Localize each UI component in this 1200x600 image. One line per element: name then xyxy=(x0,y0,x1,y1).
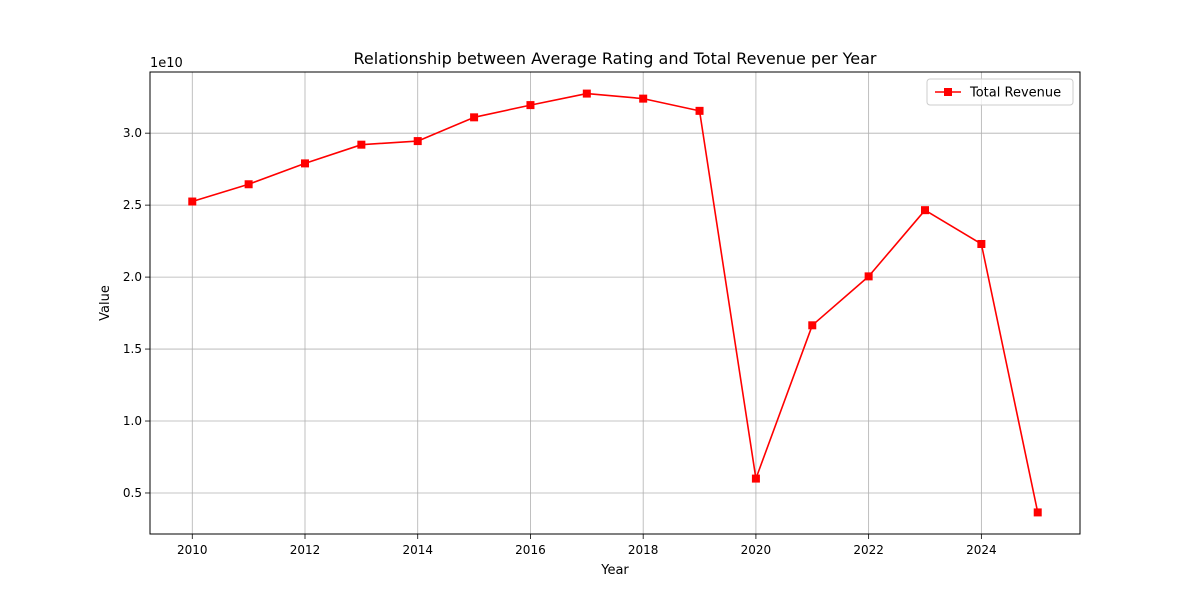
data-point-marker xyxy=(921,206,929,215)
y-axis-offset-label: 1e10 xyxy=(150,56,183,71)
data-point-marker xyxy=(1033,508,1042,517)
x-tick-label: 2018 xyxy=(628,543,659,557)
data-point-marker xyxy=(639,94,648,103)
y-tick-label: 3.0 xyxy=(123,126,142,140)
data-point-marker xyxy=(695,106,704,115)
legend: Total Revenue xyxy=(926,78,1074,106)
data-point-marker xyxy=(470,113,479,122)
data-point-marker xyxy=(977,239,986,248)
legend-marker-sample xyxy=(944,88,952,96)
legend-box xyxy=(926,78,1074,106)
x-tick-label: 2012 xyxy=(290,543,321,557)
x-tick-label: 2020 xyxy=(741,543,772,557)
x-tick-label: 2022 xyxy=(853,543,884,557)
y-tick-label: 1.5 xyxy=(123,342,142,356)
y-tick-label: 2.5 xyxy=(123,198,142,212)
data-point-marker xyxy=(301,159,309,168)
x-axis-label: Year xyxy=(600,563,629,578)
chart-title: Relationship between Average Rating and … xyxy=(354,49,877,68)
y-tick-label: 0.5 xyxy=(123,486,142,500)
series-layer xyxy=(188,89,1042,517)
legend-label: Total Revenue xyxy=(969,86,1061,101)
y-tick-label: 1.0 xyxy=(123,414,142,428)
data-point-marker xyxy=(413,137,422,146)
x-tick-label: 2016 xyxy=(515,543,546,557)
data-point-marker xyxy=(751,474,760,483)
y-tick-label: 2.0 xyxy=(123,270,142,284)
data-point-marker xyxy=(357,140,366,149)
data-point-marker xyxy=(582,89,591,98)
x-tick-label: 2014 xyxy=(402,543,433,557)
data-point-marker xyxy=(244,180,253,189)
data-point-marker xyxy=(188,197,197,206)
data-point-marker xyxy=(864,272,873,281)
series-line-total-revenue xyxy=(192,92,1039,513)
x-tick-label: 2024 xyxy=(966,543,997,557)
plot-area-frame xyxy=(149,71,1081,535)
x-tick-label: 2010 xyxy=(177,543,208,557)
data-point-marker xyxy=(526,101,535,110)
y-axis-label: Value xyxy=(98,285,113,321)
data-point-marker xyxy=(808,321,817,330)
axis-ticks: 2010 2012 2014 2016 2018 2020 2022 2024 0.5 1.0 1.… xyxy=(123,126,997,557)
grid-lines xyxy=(150,72,1080,534)
